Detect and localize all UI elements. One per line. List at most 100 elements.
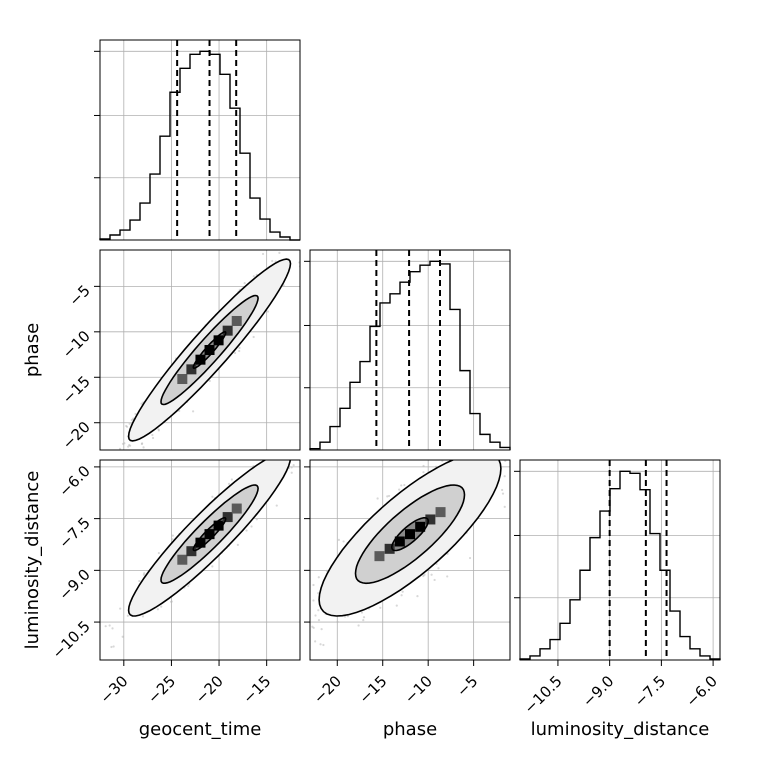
scatter-point bbox=[134, 412, 137, 416]
scatter-point bbox=[170, 600, 173, 603]
scatter-point bbox=[261, 252, 265, 256]
density-cell bbox=[384, 543, 395, 554]
scatter-point bbox=[401, 590, 404, 593]
scatter-point bbox=[273, 457, 275, 459]
scatter-point bbox=[236, 543, 239, 546]
scatter-point bbox=[290, 471, 293, 474]
scatter-point bbox=[171, 538, 174, 541]
scatter-point bbox=[208, 379, 211, 383]
contour-line-inner bbox=[192, 330, 227, 370]
joint-panel-geocent_time-luminosity_distance bbox=[99, 396, 328, 661]
joint-panel-phase-luminosity_distance bbox=[278, 446, 511, 661]
scatter-point bbox=[322, 643, 325, 647]
density-cell bbox=[415, 521, 426, 532]
scatter-point bbox=[326, 396, 328, 398]
scatter-point bbox=[395, 604, 398, 607]
scatter-point bbox=[486, 446, 488, 448]
scatter-point bbox=[483, 448, 485, 450]
histogram-panel-geocent_time bbox=[94, 39, 301, 241]
y-tick-label-phase: −5 bbox=[65, 281, 93, 309]
contour-line-inner bbox=[390, 517, 430, 552]
scatter-point bbox=[325, 569, 329, 572]
scatter-point bbox=[362, 618, 365, 622]
scatter-point bbox=[422, 471, 425, 474]
scatter-point bbox=[342, 540, 345, 543]
scatter-point bbox=[503, 475, 506, 478]
density-cell bbox=[177, 554, 188, 565]
scatter-point bbox=[128, 422, 131, 425]
scatter-point bbox=[108, 624, 111, 627]
joint-panel-geocent_time-phase bbox=[99, 230, 314, 451]
density-cell bbox=[394, 536, 405, 547]
scatter-point bbox=[314, 614, 317, 617]
scatter-point bbox=[437, 567, 440, 570]
scatter-point bbox=[187, 584, 190, 588]
scatter-point bbox=[306, 230, 308, 232]
density-cell bbox=[195, 537, 206, 548]
scatter-point bbox=[501, 492, 505, 495]
density-cell bbox=[435, 507, 446, 518]
y-tick-label-luminosity_distance: −10.5 bbox=[49, 617, 94, 662]
panel-frame bbox=[309, 459, 511, 661]
scatter-point bbox=[275, 504, 278, 507]
scatter-point bbox=[312, 626, 315, 629]
scatter-point bbox=[140, 442, 144, 446]
scatter-point bbox=[319, 643, 322, 646]
histogram-step-phase bbox=[309, 260, 511, 450]
scatter-point bbox=[312, 233, 314, 235]
density-cell bbox=[186, 364, 197, 375]
density-cell bbox=[231, 315, 242, 326]
scatter-point bbox=[317, 576, 320, 579]
density-cell bbox=[222, 512, 233, 523]
scatter-point bbox=[273, 450, 275, 452]
scatter-point bbox=[127, 445, 130, 448]
scatter-point bbox=[297, 609, 299, 611]
scatter-point bbox=[276, 447, 278, 449]
y-tick-label-luminosity_distance: −6.0 bbox=[55, 462, 93, 500]
scatter-point bbox=[314, 640, 317, 643]
scatter-point bbox=[312, 599, 315, 602]
density-cell bbox=[231, 503, 242, 514]
scatter-point bbox=[501, 488, 504, 492]
scatter-point bbox=[255, 518, 258, 521]
scatter-point bbox=[252, 335, 255, 339]
contour-line-outer bbox=[318, 460, 502, 617]
x-tick-label-phase: −20 bbox=[310, 672, 345, 707]
density-cell bbox=[204, 529, 215, 540]
x-tick-label-phase: −10 bbox=[401, 672, 436, 707]
scatter-point bbox=[317, 609, 320, 612]
scatter-point bbox=[336, 620, 339, 623]
panel-frame bbox=[519, 459, 721, 661]
scatter-point bbox=[301, 586, 303, 588]
scatter-point bbox=[266, 310, 270, 313]
scatter-point bbox=[280, 453, 282, 455]
scatter-point bbox=[111, 627, 114, 630]
scatter-point bbox=[160, 605, 163, 608]
density-cell bbox=[213, 335, 224, 346]
scatter-point bbox=[271, 259, 274, 263]
contour-line-outer bbox=[127, 460, 292, 617]
scatter-point bbox=[452, 453, 454, 455]
y-tick-label-luminosity_distance: −7.5 bbox=[55, 514, 93, 552]
y-tick-label-phase: −20 bbox=[59, 418, 94, 453]
scatter-point bbox=[129, 444, 132, 447]
scatter-point bbox=[233, 351, 237, 355]
scatter-point bbox=[306, 247, 308, 249]
histogram-panel-phase bbox=[304, 249, 511, 451]
scatter-point bbox=[157, 428, 160, 431]
density-cell bbox=[186, 546, 197, 557]
scatter-point bbox=[121, 442, 125, 445]
scatter-point bbox=[110, 645, 113, 649]
scatter-point bbox=[238, 349, 241, 353]
scatter-point bbox=[400, 484, 403, 487]
scatter-point bbox=[379, 606, 382, 609]
scatter-point bbox=[278, 657, 280, 659]
scatter-point bbox=[271, 447, 273, 449]
histogram-step-luminosity_distance bbox=[519, 470, 721, 660]
density-cell bbox=[195, 354, 206, 365]
scatter-point bbox=[156, 608, 159, 611]
density-cell bbox=[405, 529, 415, 540]
scatter-point bbox=[360, 611, 364, 614]
scatter-point bbox=[303, 250, 305, 252]
y-tick-label-luminosity_distance: −9.0 bbox=[55, 565, 93, 603]
